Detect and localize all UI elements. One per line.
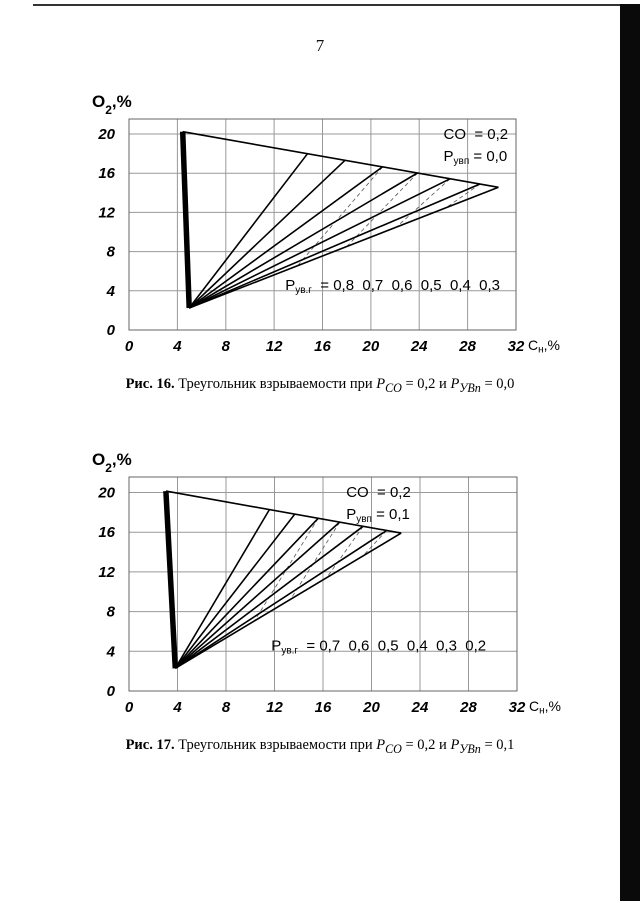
svg-text:0: 0 bbox=[125, 699, 134, 716]
svg-text:12: 12 bbox=[98, 204, 115, 221]
svg-text:CO = 0,2: CO = 0,2 bbox=[444, 126, 509, 143]
svg-text:4: 4 bbox=[106, 283, 116, 300]
svg-text:0: 0 bbox=[107, 322, 116, 339]
svg-text:Cн,%: Cн,% bbox=[529, 698, 561, 717]
svg-text:16: 16 bbox=[98, 524, 115, 541]
svg-text:32: 32 bbox=[509, 699, 526, 716]
svg-text:O2,%: O2,% bbox=[92, 92, 132, 117]
svg-text:Рув.г = 0,8 0,7 0,6 0,5 0: Рув.г = 0,8 0,7 0,6 0,5 0,4 0,3 bbox=[285, 277, 500, 296]
svg-text:Рувп = 0,1: Рувп = 0,1 bbox=[346, 506, 410, 525]
svg-text:16: 16 bbox=[314, 338, 331, 355]
svg-text:8: 8 bbox=[222, 338, 231, 355]
svg-text:0: 0 bbox=[125, 338, 134, 355]
svg-text:4: 4 bbox=[172, 338, 182, 355]
svg-text:4: 4 bbox=[172, 699, 182, 716]
svg-text:24: 24 bbox=[411, 699, 429, 716]
svg-text:Рув.г = 0,7 0,6 0,5 0,4 0: Рув.г = 0,7 0,6 0,5 0,4 0,3 0,2 bbox=[271, 637, 486, 656]
svg-text:0: 0 bbox=[107, 683, 116, 700]
svg-text:20: 20 bbox=[97, 126, 115, 143]
svg-text:Cн,%: Cн,% bbox=[528, 337, 560, 356]
svg-text:20: 20 bbox=[362, 699, 380, 716]
svg-text:8: 8 bbox=[107, 244, 116, 261]
svg-text:24: 24 bbox=[410, 338, 428, 355]
svg-text:16: 16 bbox=[315, 699, 332, 716]
svg-text:12: 12 bbox=[266, 338, 283, 355]
svg-text:12: 12 bbox=[266, 699, 283, 716]
svg-text:16: 16 bbox=[98, 165, 115, 182]
svg-text:28: 28 bbox=[459, 699, 477, 716]
svg-text:20: 20 bbox=[362, 338, 380, 355]
svg-text:20: 20 bbox=[97, 485, 115, 502]
svg-text:Рувп = 0,0: Рувп = 0,0 bbox=[444, 148, 508, 167]
svg-text:12: 12 bbox=[98, 564, 115, 581]
svg-text:8: 8 bbox=[107, 604, 116, 621]
svg-text:8: 8 bbox=[222, 699, 231, 716]
svg-text:4: 4 bbox=[106, 643, 116, 660]
svg-text:28: 28 bbox=[458, 338, 476, 355]
svg-text:O2,%: O2,% bbox=[92, 450, 132, 475]
svg-text:CO = 0,2: CO = 0,2 bbox=[346, 484, 411, 501]
svg-text:32: 32 bbox=[508, 338, 525, 355]
